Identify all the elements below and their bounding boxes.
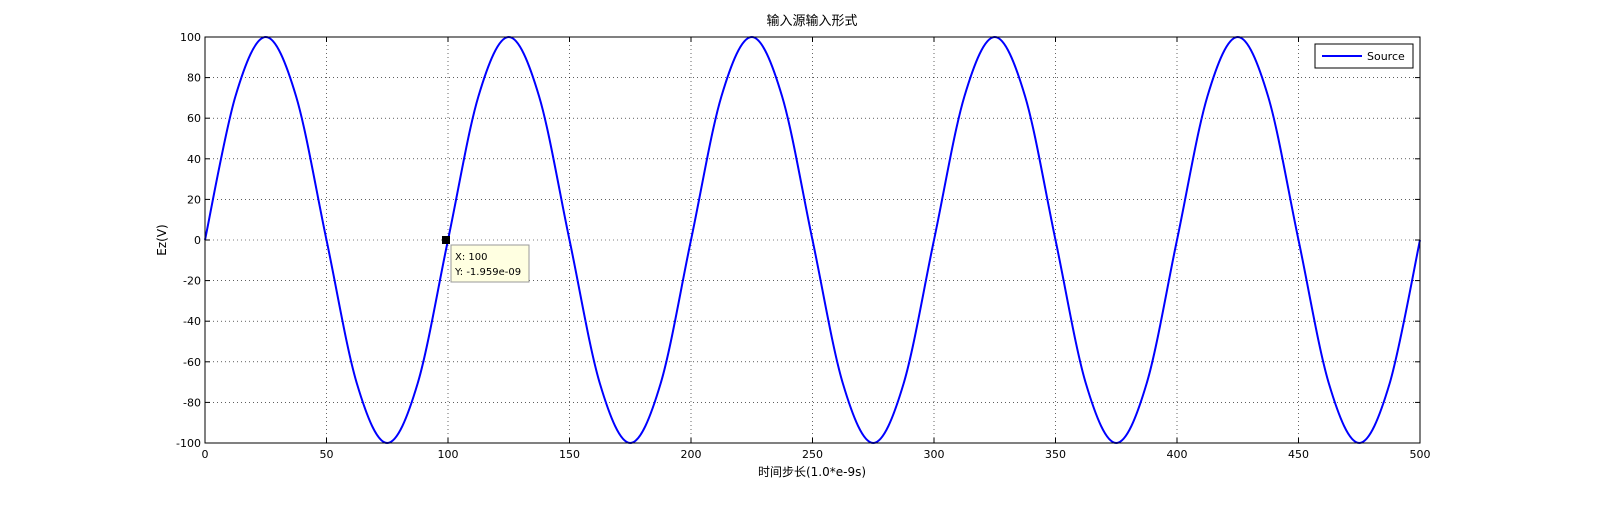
x-tick-label: 500 — [1410, 448, 1431, 461]
y-tick-label: 60 — [187, 112, 201, 125]
y-tick-label: -20 — [183, 275, 201, 288]
x-tick-label: 300 — [924, 448, 945, 461]
x-tick-label: 0 — [202, 448, 209, 461]
data-tip-x: X: 100 — [455, 252, 488, 263]
x-tick-label: 200 — [681, 448, 702, 461]
x-tick-labels: 0 50 100 150 200 250 300 350 400 450 500 — [202, 448, 1431, 461]
y-tick-label: -80 — [183, 396, 201, 409]
x-tick-label: 100 — [438, 448, 459, 461]
x-tick-label: 150 — [559, 448, 580, 461]
y-tick-labels: -100 -80 -60 -40 -20 0 20 40 60 80 100 — [176, 31, 201, 450]
data-tip-marker — [442, 236, 450, 244]
y-tick-label: 0 — [194, 234, 201, 247]
data-tip-y: Y: -1.959e-09 — [454, 267, 521, 278]
y-tick-label: -100 — [176, 437, 201, 450]
tick-marks — [204, 36, 1421, 444]
data-tip-box — [450, 244, 530, 283]
y-tick-label: 80 — [187, 72, 201, 85]
x-axis-label: 时间步长(1.0*e-9s) — [758, 465, 866, 479]
y-axis-label: Ez(V) — [155, 224, 169, 255]
chart-title: 输入源输入形式 — [766, 13, 857, 29]
data-tip[interactable]: X: 100 Y: -1.959e-09 — [442, 236, 530, 283]
x-tick-label: 250 — [802, 448, 823, 461]
y-tick-label: -40 — [183, 315, 201, 328]
series-layer — [204, 35, 1421, 445]
grid-lines — [205, 37, 1420, 443]
x-tick-label: 450 — [1288, 448, 1309, 461]
series-line-source — [204, 35, 1421, 445]
x-tick-label: 50 — [320, 448, 334, 461]
x-tick-label: 400 — [1167, 448, 1188, 461]
y-tick-label: 40 — [187, 153, 201, 166]
y-tick-label: -60 — [183, 356, 201, 369]
y-tick-label: 100 — [180, 31, 201, 44]
y-tick-label: 20 — [187, 193, 201, 206]
legend[interactable]: Source — [1314, 43, 1414, 69]
legend-label-source: Source — [1367, 50, 1405, 63]
x-tick-label: 350 — [1045, 448, 1066, 461]
